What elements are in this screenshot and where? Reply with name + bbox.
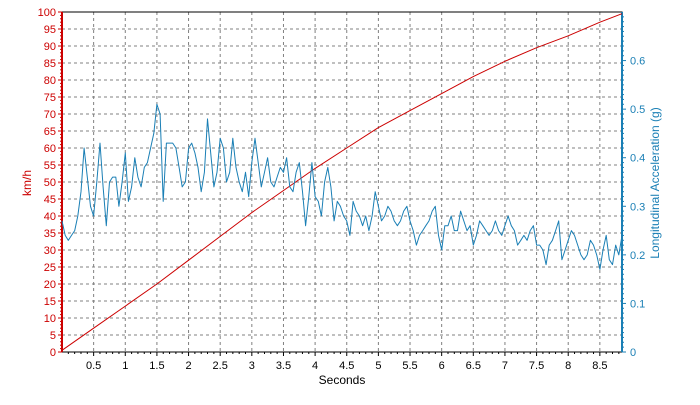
x-tick-label: 8 <box>565 360 571 372</box>
x-tick-label: 1.5 <box>149 360 164 372</box>
left-y-tick-label: 90 <box>44 41 56 53</box>
right-y-tick-label: 0 <box>630 347 636 359</box>
left-y-tick-label: 60 <box>44 143 56 155</box>
x-tick-label: 3 <box>249 360 255 372</box>
left-y-tick-label: 100 <box>38 7 56 19</box>
left-y-tick-label: 50 <box>44 177 56 189</box>
left-y-tick-label: 5 <box>50 330 56 342</box>
x-tick-label: 5 <box>375 360 381 372</box>
right-y-tick-label: 0.4 <box>630 153 645 165</box>
series <box>61 13 623 351</box>
left-y-tick-label: 10 <box>44 313 56 325</box>
speed-series-line <box>61 13 623 351</box>
grid <box>62 12 622 352</box>
left-y-tick-label: 85 <box>44 58 56 70</box>
left-y-tick-label: 65 <box>44 126 56 138</box>
left-y-tick-label: 70 <box>44 109 56 121</box>
left-y-tick-label: 80 <box>44 75 56 87</box>
left-y-tick-label: 30 <box>44 245 56 257</box>
left-y-tick-label: 25 <box>44 262 56 274</box>
left-y-tick-label: 0 <box>50 347 56 359</box>
acceleration-series-line <box>61 103 623 270</box>
left-y-tick-label: 20 <box>44 279 56 291</box>
x-tick-label: 3.5 <box>276 360 291 372</box>
x-tick-label: 4.5 <box>339 360 354 372</box>
x-tick-label: 4 <box>312 360 318 372</box>
x-tick-label: 1 <box>122 360 128 372</box>
x-tick-label: 5.5 <box>402 360 417 372</box>
left-y-tick-label: 95 <box>44 24 56 36</box>
x-tick-label: 6 <box>439 360 445 372</box>
x-tick-label: 7 <box>502 360 508 372</box>
x-tick-label: 7.5 <box>529 360 544 372</box>
left-y-tick-label: 55 <box>44 160 56 172</box>
x-tick-label: 2 <box>185 360 191 372</box>
x-axis-label: Seconds <box>319 373 366 387</box>
x-tick-label: 2.5 <box>213 360 228 372</box>
right-y-axis-label: Longitudinal Acceleration (g) <box>648 107 662 258</box>
x-tick-label: 6.5 <box>466 360 481 372</box>
right-y-tick-label: 0.2 <box>630 250 645 262</box>
right-y-tick-label: 0.6 <box>630 56 645 68</box>
right-y-tick-label: 0.3 <box>630 201 645 213</box>
axes: 0510152025303540455055606570758085909510… <box>38 7 646 372</box>
x-tick-label: 8.5 <box>592 360 607 372</box>
x-tick-label: 0.5 <box>86 360 101 372</box>
left-y-tick-label: 15 <box>44 296 56 308</box>
left-y-tick-label: 45 <box>44 194 56 206</box>
labels: Seconds km/h Longitudinal Acceleration (… <box>20 107 662 387</box>
right-y-tick-label: 0.5 <box>630 104 645 116</box>
left-y-axis-label: km/h <box>20 170 34 196</box>
left-y-tick-label: 40 <box>44 211 56 223</box>
left-y-tick-label: 35 <box>44 228 56 240</box>
left-y-tick-label: 75 <box>44 92 56 104</box>
right-y-tick-label: 0.1 <box>630 298 645 310</box>
